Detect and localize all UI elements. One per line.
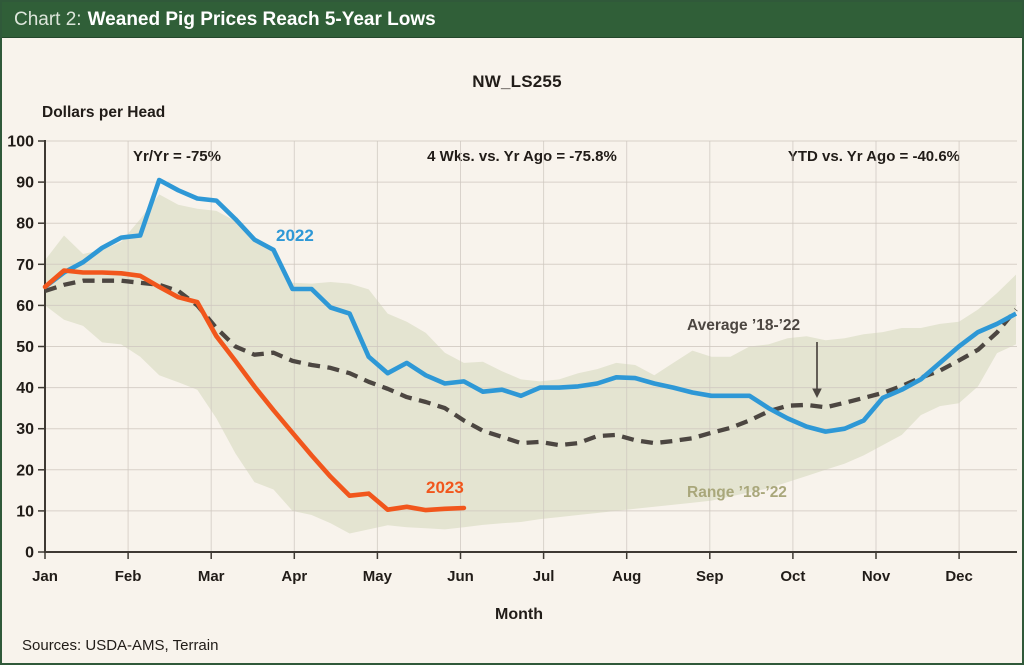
line-average-18-22 — [44, 278, 1018, 448]
y-tick-label: 80 — [16, 216, 34, 233]
x-tick-label: May — [363, 568, 393, 585]
page-title: Weaned Pig Prices Reach 5-Year Lows — [87, 8, 436, 30]
x-tick-label: Jul — [533, 568, 555, 585]
title-bar: Chart 2: Weaned Pig Prices Reach 5-Year … — [2, 2, 1022, 38]
x-tick-label: Jun — [447, 568, 474, 585]
line-2022 — [43, 177, 1018, 434]
x-tick-label: Aug — [612, 568, 641, 585]
sources-note: Sources: USDA-AMS, Terrain — [22, 637, 219, 654]
range-band — [45, 194, 1016, 534]
x-tick-label: Oct — [780, 568, 805, 585]
y-tick-label: 30 — [16, 421, 34, 438]
series-label-2022: 2022 — [276, 226, 314, 245]
x-tick-label: Sep — [696, 568, 724, 585]
x-tick-label: Feb — [115, 568, 142, 585]
y-tick-label: 100 — [7, 134, 34, 151]
y-tick-label: 20 — [16, 462, 34, 479]
chart-number: Chart 2: — [14, 8, 82, 30]
x-tick-label: Mar — [198, 568, 225, 585]
y-tick-label: 90 — [16, 175, 34, 192]
x-tick-label: Dec — [945, 568, 973, 585]
y-tick-label: 40 — [16, 380, 34, 397]
y-tick-label: 10 — [16, 503, 34, 520]
y-axis-unit-label: Dollars per Head — [42, 104, 166, 121]
y-tick-label: 0 — [25, 545, 34, 562]
y-tick-label: 50 — [16, 339, 34, 356]
series-label-2023: 2023 — [426, 478, 464, 497]
y-tick-label: 60 — [16, 298, 34, 315]
series-label-range: Range ’18-’22 — [687, 484, 787, 501]
annotation-4wks: 4 Wks. vs. Yr Ago = -75.8% — [427, 148, 617, 165]
line-2023 — [42, 268, 467, 513]
chart-subtitle: NW_LS255 — [472, 72, 562, 91]
x-tick-label: Nov — [862, 568, 891, 585]
average-label-arrowhead — [812, 388, 822, 398]
series-label-average: Average ’18-’22 — [687, 317, 801, 334]
x-tick-label: Jan — [32, 568, 58, 585]
annotation-yr-yr: Yr/Yr = -75% — [133, 148, 221, 165]
y-tick-label: 70 — [16, 257, 34, 274]
annotation-ytd: YTD vs. Yr Ago = -40.6% — [787, 148, 960, 165]
x-tick-label: Apr — [281, 568, 307, 585]
x-axis-title: Month — [495, 606, 543, 623]
